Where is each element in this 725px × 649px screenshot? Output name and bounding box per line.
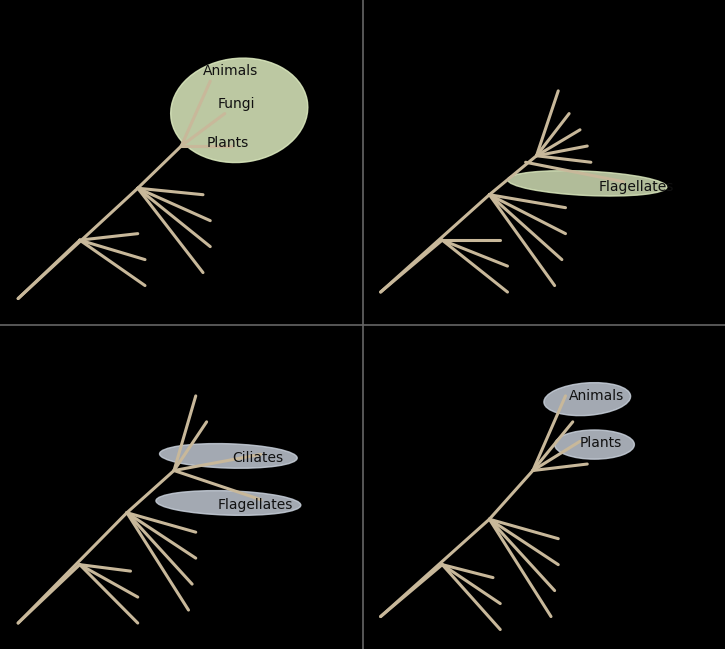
Text: Plants: Plants [207, 136, 249, 150]
Text: Flagellates: Flagellates [218, 498, 293, 511]
Ellipse shape [555, 430, 634, 459]
Text: Fungi: Fungi [218, 97, 255, 111]
Text: Animals: Animals [569, 389, 624, 403]
Text: Ciliates: Ciliates [232, 450, 283, 465]
Text: Flagellates: Flagellates [598, 180, 674, 193]
Text: Animals: Animals [203, 64, 258, 79]
Ellipse shape [160, 443, 297, 469]
Ellipse shape [507, 171, 667, 196]
Ellipse shape [156, 491, 301, 515]
Text: Plants: Plants [580, 436, 622, 450]
Ellipse shape [544, 383, 631, 415]
Ellipse shape [170, 58, 308, 162]
